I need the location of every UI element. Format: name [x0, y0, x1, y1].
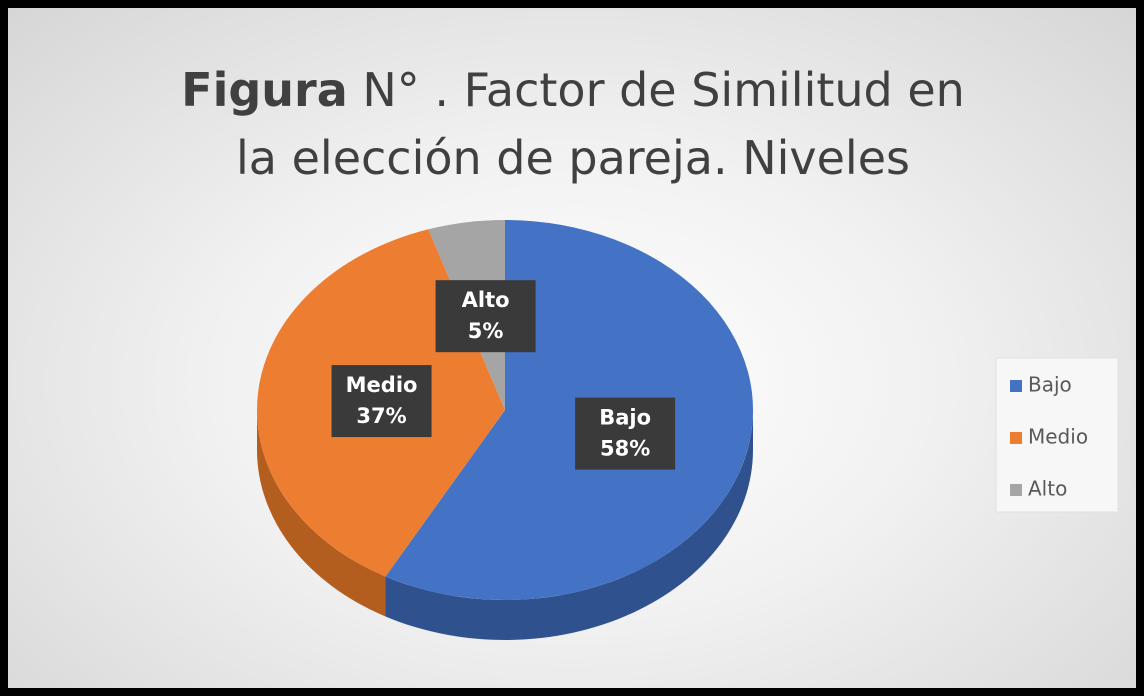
data-label-box: [575, 397, 676, 470]
data-label-value: 37%: [356, 404, 406, 428]
plot: Bajo 58% Medio 37% Alto 5% Bajo Medio Alto: [256, 220, 1119, 640]
data-label-value: 58%: [600, 437, 650, 461]
data-label-value: 5%: [468, 319, 504, 343]
slice: [385, 220, 753, 600]
data-label-name: Alto: [462, 288, 510, 312]
legend-swatch: [1010, 484, 1022, 496]
chart-title: Figura N° . Factor de Similitud en la el…: [158, 56, 988, 192]
legend-label: Bajo: [1028, 373, 1072, 397]
legend-label: Alto: [1028, 477, 1067, 501]
data-label-box: [331, 365, 432, 438]
slice-side: [385, 410, 753, 640]
slice-side: [257, 410, 386, 617]
legend-label: Medio: [1028, 425, 1088, 449]
title-prefix: Figura: [181, 63, 348, 117]
legend-swatch: [1010, 380, 1022, 392]
data-label-name: Bajo: [599, 406, 651, 430]
legend-swatch: [1010, 432, 1022, 444]
data-label-name: Medio: [346, 373, 418, 397]
data-label-box: [435, 280, 536, 353]
title-text: N° . Factor de Similitud en la elección …: [236, 63, 965, 185]
